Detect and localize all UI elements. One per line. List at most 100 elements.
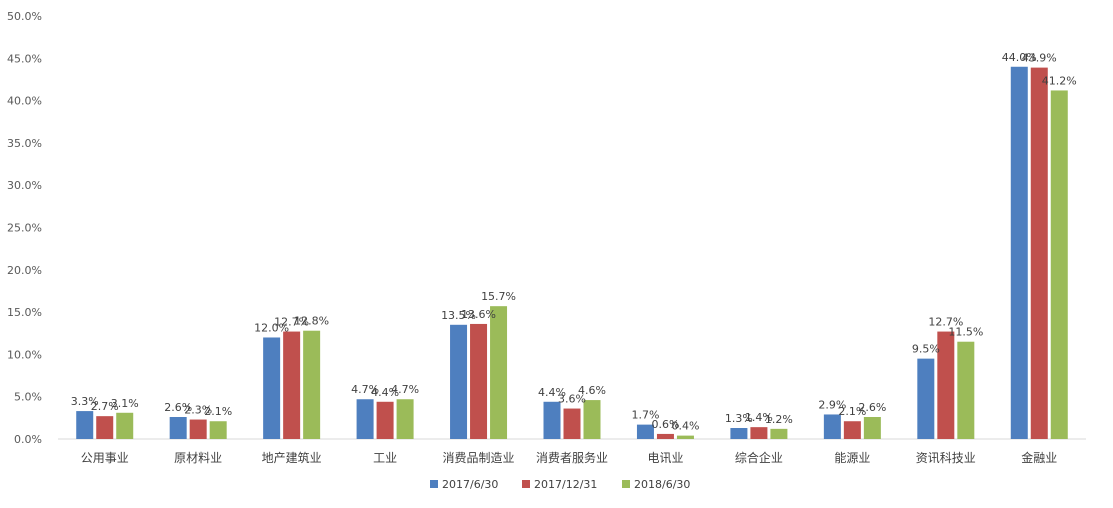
y-axis-ticks: 0.0% 5.0% 10.0% 15.0% 20.0% 25.0% 30.0% 35.0% 40… — [7, 10, 42, 446]
bar — [636, 424, 654, 439]
data-label: 41.2% — [1042, 74, 1077, 87]
data-label: 43.9% — [1022, 52, 1057, 65]
data-label: 4.7% — [391, 383, 419, 396]
data-label: 0.4% — [671, 420, 699, 433]
legend-label: 2017/6/30 — [442, 478, 498, 491]
y-tick-label: 45.0% — [7, 52, 42, 65]
y-tick-label: 0.0% — [14, 433, 42, 446]
bar — [1050, 90, 1068, 439]
bar — [76, 411, 94, 439]
data-label: 3.1% — [111, 397, 139, 410]
bar — [750, 427, 768, 439]
y-tick-label: 10.0% — [7, 348, 42, 361]
bar — [356, 399, 374, 439]
bar — [543, 401, 561, 439]
category-labels-group: 公用事业 原材料业 地产建筑业 工业 消费品制造业 消费者服务业 电讯业 综合企业 能源业 资讯科… — [81, 450, 1058, 465]
data-label: 3.3% — [71, 395, 99, 408]
category-label: 综合企业 — [735, 450, 783, 465]
legend-label: 2018/6/30 — [634, 478, 690, 491]
bar — [957, 341, 975, 439]
bar — [450, 324, 468, 439]
legend-swatch — [522, 480, 530, 488]
bar — [169, 417, 187, 439]
bar — [189, 419, 207, 439]
data-label: 13.5% — [441, 309, 476, 322]
bar — [209, 421, 227, 439]
data-label: 44.0% — [1002, 51, 1037, 64]
data-label: 1.7% — [631, 409, 659, 422]
data-label: 2.7% — [91, 400, 119, 413]
data-label: 15.7% — [481, 290, 516, 303]
category-label: 能源业 — [834, 451, 870, 465]
bar — [583, 400, 601, 439]
data-label: 2.9% — [818, 398, 846, 411]
category-label: 电讯业 — [647, 451, 683, 465]
bars-group — [76, 66, 1068, 439]
bar — [563, 408, 581, 439]
data-label: 1.4% — [745, 411, 773, 424]
data-label: 4.6% — [578, 384, 606, 397]
data-label: 2.6% — [858, 401, 886, 414]
data-label: 9.5% — [912, 343, 940, 356]
data-label: 0.6% — [651, 418, 679, 431]
legend-swatch — [622, 480, 630, 488]
data-label: 4.7% — [351, 383, 379, 396]
category-label: 消费品制造业 — [443, 451, 515, 465]
data-label: 1.2% — [765, 413, 793, 426]
bar — [116, 412, 134, 439]
category-label: 原材料业 — [174, 451, 222, 465]
category-label: 金融业 — [1021, 450, 1057, 465]
bar — [376, 401, 394, 439]
y-tick-label: 40.0% — [7, 95, 42, 108]
y-tick-label: 25.0% — [7, 222, 42, 235]
data-label: 4.4% — [538, 386, 566, 399]
data-label: 11.5% — [948, 326, 983, 339]
y-tick-label: 5.0% — [14, 391, 42, 404]
bar — [396, 399, 414, 439]
legend-label: 2017/12/31 — [534, 478, 597, 491]
y-tick-label: 50.0% — [7, 10, 42, 23]
data-label: 12.7% — [928, 316, 963, 329]
data-label: 2.1% — [204, 405, 232, 418]
category-label: 资讯科技业 — [916, 451, 976, 465]
y-tick-label: 15.0% — [7, 306, 42, 319]
bar — [1010, 66, 1028, 439]
bar — [843, 421, 861, 439]
category-label: 地产建筑业 — [262, 450, 322, 465]
category-label: 公用事业 — [81, 451, 129, 465]
bar — [96, 416, 114, 439]
y-tick-label: 30.0% — [7, 179, 42, 192]
y-tick-label: 35.0% — [7, 137, 42, 150]
bar — [863, 417, 881, 439]
data-label: 12.7% — [274, 316, 309, 329]
data-label: 13.6% — [461, 308, 496, 321]
value-labels-group: 3.3%2.7%3.1% 2.6%2.3%2.1%12.0%12.7%12.8%4… — [71, 51, 1077, 433]
legend: 2017/6/30 2017/12/31 2018/6/30 — [430, 478, 690, 491]
bar — [490, 306, 508, 439]
data-label: 2.6% — [164, 401, 192, 414]
bar — [470, 323, 488, 439]
category-label: 工业 — [373, 451, 397, 465]
bar — [676, 435, 694, 439]
bar — [730, 428, 748, 439]
y-tick-label: 20.0% — [7, 264, 42, 277]
bar — [263, 337, 281, 439]
data-label: 12.0% — [254, 321, 289, 334]
category-label: 消费者服务业 — [536, 450, 608, 465]
bar — [303, 330, 321, 439]
data-label: 2.1% — [838, 405, 866, 418]
bar — [823, 414, 841, 439]
bar — [917, 358, 935, 439]
data-label: 1.3% — [725, 412, 753, 425]
data-label: 3.6% — [558, 393, 586, 406]
bar — [283, 331, 301, 439]
bar — [770, 428, 788, 439]
bar — [1030, 67, 1048, 439]
bar — [937, 331, 955, 439]
data-label: 2.3% — [184, 404, 212, 417]
data-label: 12.8% — [294, 315, 329, 328]
data-label: 4.4% — [371, 386, 399, 399]
legend-swatch — [430, 480, 438, 488]
